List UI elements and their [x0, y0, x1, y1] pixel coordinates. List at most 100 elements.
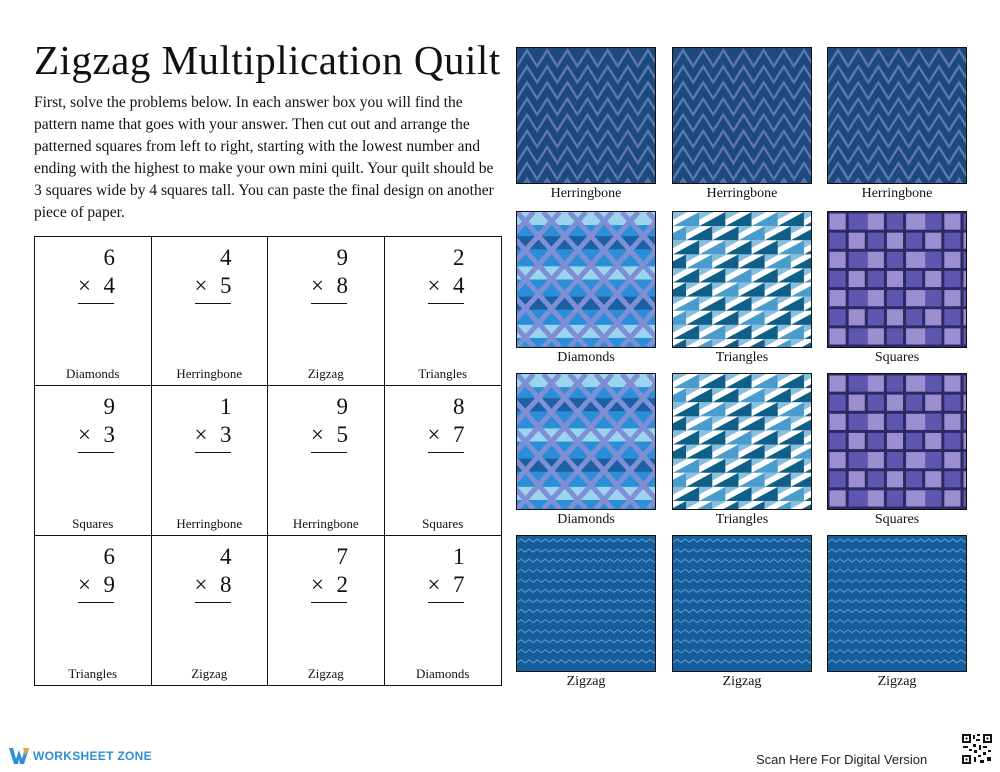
answer-line	[78, 601, 114, 603]
triangles-swatch	[672, 373, 812, 510]
pattern-name-label: Diamonds	[416, 665, 470, 681]
diamonds-swatch	[516, 211, 656, 348]
pattern-tile[interactable]: Triangles	[672, 373, 812, 528]
tile-label: Herringbone	[861, 186, 933, 201]
zigzag-swatch	[827, 535, 967, 672]
problem-cell: 9 × 5 Herringbone	[268, 386, 385, 536]
pattern-name-label: Herringbone	[176, 366, 243, 382]
diamonds-pattern-graphic	[517, 374, 655, 509]
problem-bottom-number: 4	[453, 273, 465, 298]
tile-label: Squares	[874, 512, 920, 527]
pattern-tile[interactable]: Diamonds	[516, 211, 656, 366]
pattern-tile[interactable]: Zigzag	[516, 535, 656, 690]
pattern-name-label: Squares	[422, 515, 464, 531]
problem-bottom-number: 3	[103, 422, 116, 448]
zigzag-swatch	[672, 535, 812, 672]
scan-text: Scan Here For Digital Version	[756, 752, 928, 767]
herringbone-swatch	[672, 47, 812, 184]
pattern-name-label: Zigzag	[307, 665, 344, 681]
problem-bottom-number: 9	[103, 571, 116, 597]
answer-line	[194, 303, 231, 304]
problem-top-number: 9	[336, 245, 349, 270]
pattern-tile[interactable]: Herringbone	[827, 47, 967, 202]
problem-cell: 1 × 7 Diamonds	[385, 536, 502, 685]
answer-line	[78, 452, 114, 454]
zigzag-pattern-graphic	[828, 536, 966, 671]
multiply-sign: ×	[194, 571, 208, 597]
multiply-sign: ×	[78, 422, 91, 448]
squares-pattern-graphic	[828, 374, 966, 509]
pattern-tiles: Herringbone Herringbone Herringbone Diamond…	[516, 47, 968, 692]
problem-cell: 9 × 8 Zigzag	[268, 237, 385, 387]
triangles-pattern-graphic	[673, 212, 811, 347]
problem-top-number: 6	[103, 543, 116, 569]
problem-cell: 7 × 2 Zigzag	[268, 535, 385, 685]
page-title: Zigzag Multiplication Quilt	[34, 37, 501, 83]
multiply-sign: ×	[78, 273, 91, 298]
answer-line	[78, 303, 114, 304]
problem-cell: 8 × 7 Squares	[384, 386, 501, 536]
problem-top-number: 4	[220, 245, 232, 270]
tile-label: Diamonds	[557, 512, 615, 527]
problem-bottom-number: 5	[336, 422, 349, 448]
squares-swatch	[827, 373, 967, 510]
squares-swatch	[827, 211, 967, 348]
herringbone-pattern-graphic	[673, 48, 811, 183]
problem-bottom-number: 8	[336, 273, 349, 298]
answer-line	[311, 601, 347, 603]
answer-line	[427, 452, 464, 454]
problem-cell: 6 × 4 Diamonds	[35, 237, 152, 387]
problem-cell: 9 × 3 Squares	[35, 386, 152, 536]
problem-grid: 6 × 4 Diamonds 4 × 5 Herringbone 9 × 8 Zigzag 2 × 4 Tri…	[34, 236, 502, 686]
problem-cell: 6 × 9 Triangles	[35, 535, 152, 685]
zigzag-pattern-graphic	[517, 536, 655, 671]
problem-top-number: 9	[103, 394, 116, 420]
triangles-swatch	[672, 211, 812, 348]
multiply-sign: ×	[427, 422, 441, 448]
herringbone-pattern-graphic	[828, 48, 966, 183]
brand-name: WORKSHEET ZONE	[33, 749, 152, 763]
pattern-name-label: Zigzag	[191, 665, 228, 681]
pattern-tile[interactable]: Triangles	[672, 211, 812, 366]
pattern-tile[interactable]: Zigzag	[672, 535, 812, 690]
problem-top-number: 1	[220, 394, 232, 420]
pattern-name-label: Triangles	[418, 366, 468, 382]
instructions: First, solve the problems below. In each…	[34, 94, 494, 221]
tile-label: Zigzag	[566, 674, 606, 689]
multiply-sign: ×	[311, 571, 324, 597]
answer-line	[311, 452, 347, 454]
answer-line	[311, 303, 347, 304]
answer-line	[427, 303, 464, 304]
problem-bottom-number: 8	[220, 571, 232, 597]
problem-cell: 2 × 4 Triangles	[384, 237, 501, 387]
multiply-sign: ×	[427, 273, 441, 298]
multiply-sign: ×	[311, 273, 324, 298]
pattern-tile[interactable]: Diamonds	[516, 373, 656, 528]
tile-label: Squares	[874, 350, 920, 365]
pattern-name-label: Herringbone	[176, 515, 243, 531]
pattern-tile[interactable]: Zigzag	[827, 535, 967, 690]
pattern-tile[interactable]: Squares	[827, 211, 967, 366]
problem-bottom-number: 2	[336, 571, 349, 597]
problem-cell: 4 × 5 Herringbone	[151, 237, 268, 387]
problem-top-number: 7	[336, 543, 349, 569]
tile-label: Zigzag	[722, 674, 762, 689]
answer-line	[427, 601, 464, 603]
multiply-sign: ×	[311, 422, 324, 448]
pattern-tile[interactable]: Squares	[827, 373, 967, 528]
problem-cell: 4 × 8 Zigzag	[152, 535, 268, 685]
triangles-pattern-graphic	[673, 374, 811, 509]
pattern-tile[interactable]: Herringbone	[672, 47, 812, 202]
pattern-tile[interactable]: Herringbone	[516, 47, 656, 202]
qr-code-icon[interactable]	[961, 733, 993, 765]
diamonds-pattern-graphic	[517, 212, 655, 347]
squares-pattern-graphic	[828, 212, 966, 347]
problem-top-number: 6	[103, 245, 116, 270]
herringbone-swatch	[827, 47, 967, 184]
pattern-name-label: Squares	[72, 515, 114, 531]
pattern-name-label: Diamonds	[66, 366, 120, 382]
herringbone-pattern-graphic	[517, 48, 655, 183]
problem-bottom-number: 7	[453, 422, 465, 448]
tile-label: Herringbone	[706, 186, 778, 201]
tile-label: Triangles	[715, 512, 769, 527]
